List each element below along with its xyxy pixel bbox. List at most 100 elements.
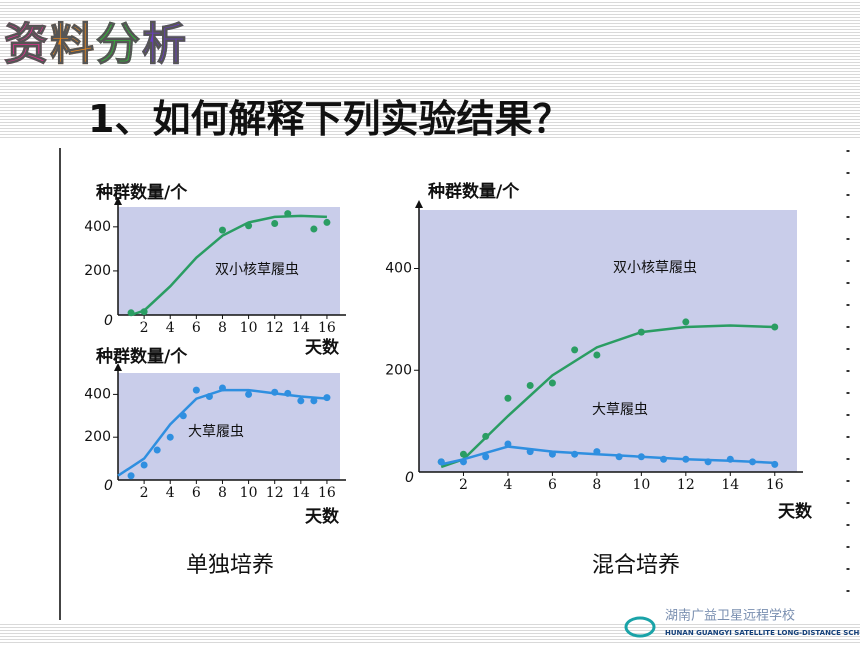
x-tick-label: 16: [766, 477, 784, 493]
data-point: [192, 386, 200, 394]
x-tick-label: 12: [266, 485, 284, 501]
y-tick-label: 400: [84, 219, 111, 235]
y-tick-label: 0: [104, 478, 113, 494]
data-point: [437, 458, 445, 466]
data-point: [504, 440, 512, 448]
annotation: 双小核草履虫: [215, 262, 299, 278]
y-tick-label: 200: [84, 263, 111, 279]
caption: 单独培养: [186, 553, 274, 578]
data-point: [749, 458, 757, 466]
annotation: 双小核草履虫: [613, 260, 697, 276]
x-axis-label: 天数: [305, 506, 340, 527]
data-point: [140, 308, 148, 316]
x-tick-label: 8: [218, 320, 227, 336]
x-tick-label: 2: [140, 320, 149, 336]
data-point: [153, 446, 161, 454]
data-point: [218, 226, 226, 234]
data-point: [284, 210, 292, 218]
data-point: [245, 390, 253, 398]
x-tick-label: 14: [292, 320, 310, 336]
x-tick-label: 10: [240, 320, 258, 336]
data-point: [218, 384, 226, 392]
caption: 混合培养: [592, 553, 680, 578]
slide-title: 资料分析: [4, 8, 188, 72]
y-axis-label: 种群数量/个: [95, 346, 188, 367]
data-point: [127, 309, 135, 317]
data-point: [459, 458, 467, 466]
data-point: [271, 220, 279, 228]
data-point: [166, 433, 174, 441]
data-point: [548, 379, 556, 387]
y-tick-label: 400: [385, 261, 412, 277]
axis-arrow: [114, 363, 122, 371]
y-axis-label: 种群数量/个: [95, 182, 188, 203]
data-point: [637, 453, 645, 461]
x-tick-label: 6: [548, 477, 557, 493]
data-point: [593, 448, 601, 456]
logo-en: HUNAN GUANGYI SATELLITE LONG-DISTANCE SC…: [665, 629, 860, 637]
data-point: [297, 397, 305, 405]
data-point: [593, 351, 601, 359]
axis-arrow: [415, 200, 423, 208]
y-axis-label: 种群数量/个: [427, 181, 520, 202]
plot-area: [118, 207, 340, 315]
data-point: [284, 389, 292, 397]
annotation: 大草履虫: [188, 424, 244, 440]
data-point: [526, 448, 534, 456]
data-point: [726, 455, 734, 463]
x-tick-label: 16: [318, 485, 336, 501]
data-point: [310, 225, 318, 233]
x-tick-label: 12: [266, 320, 284, 336]
annotation: 大草履虫: [592, 402, 648, 418]
x-tick-label: 14: [292, 485, 310, 501]
data-point: [179, 412, 187, 420]
data-point: [771, 460, 779, 468]
data-point: [482, 432, 490, 440]
data-point: [660, 455, 668, 463]
axis-arrow: [114, 197, 122, 205]
data-point: [682, 318, 690, 326]
curve: [130, 214, 327, 317]
x-tick-label: 10: [240, 485, 258, 501]
curve: [440, 324, 775, 469]
x-tick-label: 2: [140, 485, 149, 501]
question: 1、如何解释下列实验结果？: [88, 97, 571, 141]
x-tick-label: 4: [503, 477, 512, 493]
x-tick-label: 4: [166, 320, 175, 336]
data-point: [704, 458, 712, 466]
data-point: [526, 382, 534, 390]
y-tick-label: 200: [385, 362, 412, 378]
x-tick-label: 8: [592, 477, 601, 493]
x-tick-label: 8: [218, 485, 227, 501]
x-tick-label: 10: [632, 477, 650, 493]
data-point: [140, 461, 148, 469]
data-point: [571, 346, 579, 354]
x-tick-label: 6: [192, 320, 201, 336]
data-point: [245, 222, 253, 230]
data-point: [548, 450, 556, 458]
data-point: [127, 472, 135, 480]
x-tick-label: 12: [677, 477, 695, 493]
x-tick-label: 6: [192, 485, 201, 501]
data-point: [459, 450, 467, 458]
header-stripes: [0, 0, 860, 140]
y-tick-label: 200: [84, 429, 111, 445]
data-point: [482, 453, 490, 461]
logo-cn: 湖南广益卫星远程学校: [665, 608, 795, 624]
data-point: [504, 394, 512, 402]
data-point: [271, 388, 279, 396]
x-axis-label: 天数: [778, 501, 813, 522]
x-tick-label: 2: [459, 477, 468, 493]
data-point: [615, 453, 623, 461]
data-point: [682, 455, 690, 463]
x-axis-label: 天数: [305, 337, 340, 358]
y-tick-label: 400: [84, 386, 111, 402]
data-point: [323, 394, 331, 402]
data-point: [637, 328, 645, 336]
plot-area: [419, 210, 797, 472]
data-point: [771, 323, 779, 331]
y-tick-label: 0: [405, 470, 414, 486]
x-tick-label: 16: [318, 320, 336, 336]
y-tick-label: 0: [104, 313, 113, 329]
